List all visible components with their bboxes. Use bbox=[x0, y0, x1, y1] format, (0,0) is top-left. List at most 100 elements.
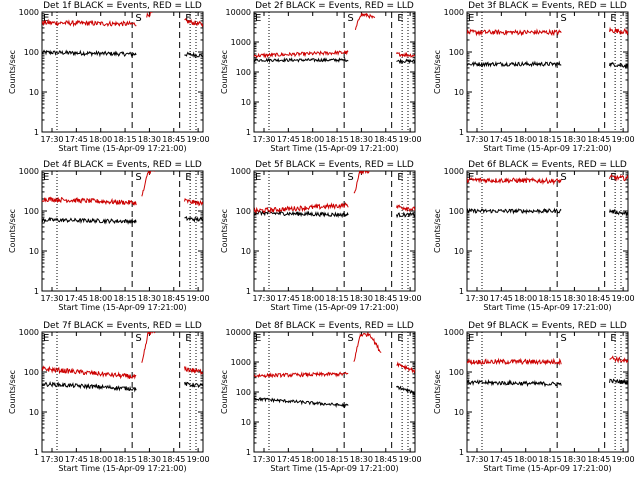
panel-det-1: Det 1f BLACK = Events, RED = LLD Counts/s… bbox=[8, 1, 210, 153]
x-tick-label: 18:30 bbox=[138, 135, 161, 144]
x-tick-label: 18:30 bbox=[563, 135, 586, 144]
x-tick-label: 19:00 bbox=[612, 294, 635, 303]
y-axis-label: Counts/sec bbox=[8, 209, 17, 253]
y-tick-label: 100 bbox=[449, 48, 464, 57]
x-axis-label: Start Time (15-Apr-09 17:21:00) bbox=[270, 144, 398, 153]
y-tick-label: 10 bbox=[29, 88, 39, 97]
y-tick-label: 1 bbox=[246, 448, 251, 457]
y-tick-label: 10 bbox=[241, 247, 251, 256]
marker-e-label: E bbox=[185, 333, 191, 344]
y-tick-label: 1 bbox=[459, 448, 464, 457]
plot-frame bbox=[253, 331, 416, 453]
x-tick-label: 18:00 bbox=[301, 294, 324, 303]
x-axis-label: Start Time (15-Apr-09 17:21:00) bbox=[58, 144, 186, 153]
x-tick-label: 19:00 bbox=[399, 294, 422, 303]
x-tick-label: 18:30 bbox=[138, 455, 161, 464]
x-tick-label: 18:15 bbox=[539, 455, 562, 464]
y-tick-label: 10 bbox=[454, 247, 464, 256]
panel-title: Det 2f BLACK = Events, RED = LLD bbox=[255, 1, 414, 11]
x-tick-label: 18:45 bbox=[374, 294, 397, 303]
x-tick-label: 19:00 bbox=[399, 455, 422, 464]
series-line-events bbox=[42, 216, 203, 225]
x-tick-label: 18:45 bbox=[162, 135, 185, 144]
panel-title: Det 7f BLACK = Events, RED = LLD bbox=[43, 321, 202, 331]
x-tick-label: 19:00 bbox=[399, 135, 422, 144]
marker-e-label: E bbox=[185, 172, 191, 183]
series-line-events bbox=[254, 385, 415, 409]
marker-s-label: S bbox=[135, 172, 141, 183]
plot-frame bbox=[253, 170, 416, 292]
y-tick-label: 100 bbox=[236, 207, 251, 216]
x-tick-label: 18:45 bbox=[587, 135, 610, 144]
x-tick-label: 17:45 bbox=[65, 294, 88, 303]
x-tick-label: 18:00 bbox=[89, 294, 112, 303]
y-axis-label: Counts/sec bbox=[433, 50, 442, 94]
y-tick-label: 1000 bbox=[19, 167, 39, 176]
y-tick-label: 1 bbox=[459, 128, 464, 137]
x-tick-label: 17:45 bbox=[65, 135, 88, 144]
x-tick-label: 18:15 bbox=[114, 294, 137, 303]
y-tick-label: 10 bbox=[29, 247, 39, 256]
x-axis-label: Start Time (15-Apr-09 17:21:00) bbox=[483, 464, 611, 473]
marker-e-label: E bbox=[43, 172, 49, 183]
x-tick-label: 18:15 bbox=[539, 294, 562, 303]
series-line-lld bbox=[467, 355, 628, 366]
x-tick-label: 17:30 bbox=[252, 294, 275, 303]
y-tick-label: 100 bbox=[24, 368, 39, 377]
x-tick-label: 18:30 bbox=[563, 294, 586, 303]
x-tick-label: 18:30 bbox=[138, 294, 161, 303]
y-tick-label: 1000 bbox=[231, 358, 251, 367]
marker-e-label: E bbox=[468, 333, 474, 344]
y-tick-label: 100 bbox=[449, 368, 464, 377]
panel-title: Det 8f BLACK = Events, RED = LLD bbox=[255, 321, 414, 331]
plot-frame bbox=[253, 11, 416, 133]
x-tick-label: 18:30 bbox=[563, 455, 586, 464]
x-tick-label: 19:00 bbox=[187, 455, 210, 464]
panel-det-7: Det 7f BLACK = Events, RED = LLD Counts/s… bbox=[8, 321, 210, 473]
y-tick-label: 10 bbox=[241, 418, 251, 427]
series-line-events bbox=[467, 378, 628, 388]
panel-title: Det 6f BLACK = Events, RED = LLD bbox=[468, 160, 627, 170]
marker-s-label: S bbox=[347, 172, 353, 183]
y-tick-label: 1000 bbox=[231, 38, 251, 47]
x-tick-label: 19:00 bbox=[187, 135, 210, 144]
series-line-lld bbox=[467, 174, 628, 186]
x-tick-label: 18:45 bbox=[162, 455, 185, 464]
y-tick-label: 100 bbox=[236, 388, 251, 397]
panel-title: Det 3f BLACK = Events, RED = LLD bbox=[468, 1, 627, 11]
x-tick-label: 18:00 bbox=[514, 294, 537, 303]
x-tick-label: 17:45 bbox=[65, 455, 88, 464]
y-tick-label: 1 bbox=[246, 128, 251, 137]
x-tick-label: 18:00 bbox=[89, 455, 112, 464]
y-tick-label: 100 bbox=[24, 48, 39, 57]
series-line-lld bbox=[254, 332, 415, 379]
y-axis-label: Counts/sec bbox=[220, 370, 229, 414]
plot-frame bbox=[466, 11, 629, 133]
panel-title: Det 1f BLACK = Events, RED = LLD bbox=[43, 1, 202, 11]
y-tick-label: 1 bbox=[34, 448, 39, 457]
y-tick-label: 1 bbox=[34, 287, 39, 296]
y-tick-label: 1 bbox=[459, 287, 464, 296]
y-tick-label: 1000 bbox=[444, 8, 464, 17]
y-tick-label: 100 bbox=[236, 68, 251, 77]
marker-s-label: S bbox=[135, 333, 141, 344]
marker-e-label: E bbox=[468, 172, 474, 183]
y-tick-label: 10000 bbox=[226, 328, 251, 337]
panel-det-6: Det 6f BLACK = Events, RED = LLD Counts/s… bbox=[433, 160, 635, 312]
x-tick-label: 19:00 bbox=[612, 455, 635, 464]
x-tick-label: 17:45 bbox=[490, 455, 513, 464]
x-tick-label: 17:30 bbox=[252, 135, 275, 144]
panel-det-9: Det 9f BLACK = Events, RED = LLD Counts/s… bbox=[433, 321, 635, 473]
panel-title: Det 9f BLACK = Events, RED = LLD bbox=[468, 321, 627, 331]
marker-s-label: S bbox=[347, 13, 353, 24]
panel-det-2: Det 2f BLACK = Events, RED = LLD Counts/s… bbox=[220, 1, 422, 153]
x-tick-label: 17:45 bbox=[490, 294, 513, 303]
y-tick-label: 1000 bbox=[444, 167, 464, 176]
marker-s-label: S bbox=[560, 13, 566, 24]
x-tick-label: 17:30 bbox=[252, 455, 275, 464]
x-tick-label: 18:00 bbox=[301, 455, 324, 464]
y-tick-label: 10 bbox=[454, 88, 464, 97]
series-line-events bbox=[42, 380, 203, 393]
y-axis-label: Counts/sec bbox=[8, 50, 17, 94]
